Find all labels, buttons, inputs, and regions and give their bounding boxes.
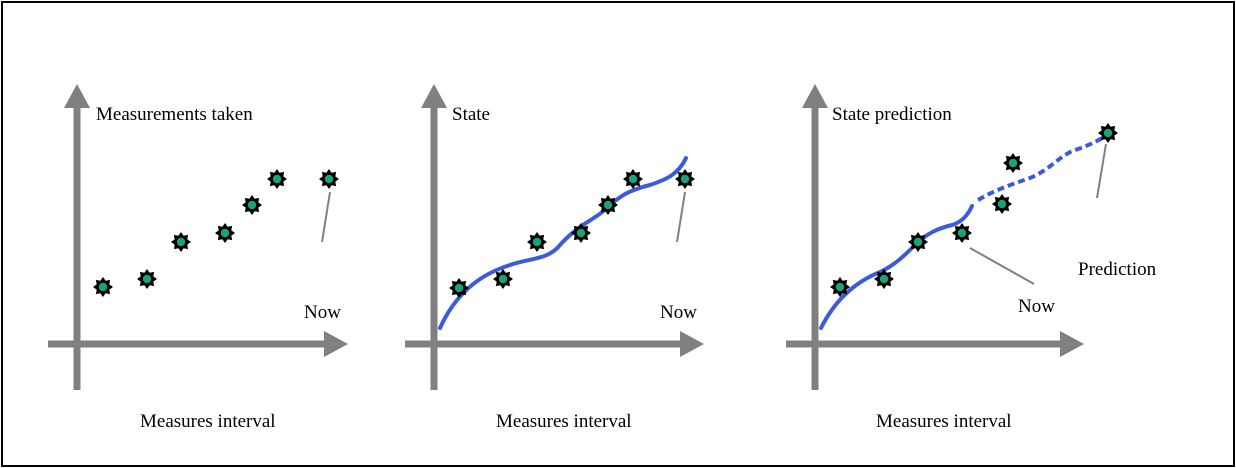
panel3-measurement-point xyxy=(992,194,1012,214)
panel-state-prediction: State prediction Now Prediction Measures… xyxy=(786,84,1157,432)
panel2-measurement-point xyxy=(598,195,618,215)
panel1-measurement-point xyxy=(137,269,157,289)
panel2-measurement-point xyxy=(623,169,643,189)
panel2-measurement-point xyxy=(527,232,547,252)
panel1-measurement-point xyxy=(242,195,262,215)
panel-measurements: Measurements taken Now Measures interval xyxy=(48,84,348,432)
panel3-x-label: Measures interval xyxy=(876,411,1012,432)
panel3-x-axis xyxy=(786,331,1084,357)
panel2-measurement-point xyxy=(571,223,591,243)
panel1-now-label: Now xyxy=(304,302,341,323)
panel2-now-label: Now xyxy=(660,302,697,323)
panel3-measurement-point xyxy=(1003,153,1023,173)
panel3-measurement-point xyxy=(908,232,928,252)
panel2-now-leader xyxy=(676,191,686,243)
panel1-measurement-point xyxy=(93,277,113,297)
panel3-prediction-label: Prediction xyxy=(1078,259,1157,280)
panel2-title: State xyxy=(452,104,490,125)
panel3-measurement-point xyxy=(830,277,850,297)
panel2-measurement-point xyxy=(675,169,695,189)
panel1-now-leader xyxy=(321,191,331,243)
panel1-x-axis xyxy=(48,331,348,357)
panel3-now-leader xyxy=(969,247,1035,285)
panel1-x-label: Measures interval xyxy=(140,411,276,432)
panel2-measurement-point xyxy=(449,278,469,298)
panel2-x-axis xyxy=(405,331,704,357)
panel3-measurement-point xyxy=(952,223,972,243)
panel3-state-curve xyxy=(819,204,974,330)
panel3-predicted-point xyxy=(1098,123,1118,143)
panel2-x-label: Measures interval xyxy=(496,411,632,432)
panel2-state-curve xyxy=(438,156,688,330)
panel1-measurement-point xyxy=(171,232,191,252)
panel1-measurement-point xyxy=(215,223,235,243)
panel2-measurement-point xyxy=(493,269,513,289)
panel1-measurement-point xyxy=(319,169,339,189)
panel3-title: State prediction xyxy=(832,104,952,125)
panel3-measurement-point xyxy=(874,269,894,289)
panel1-title: Measurements taken xyxy=(96,104,253,125)
panel3-prediction-curve xyxy=(976,132,1110,202)
panel3-prediction-leader xyxy=(1096,143,1107,199)
panel-state: State Now Measures interval xyxy=(405,84,704,432)
panel1-measurement-point xyxy=(267,169,287,189)
panel3-now-label: Now xyxy=(1018,296,1055,317)
